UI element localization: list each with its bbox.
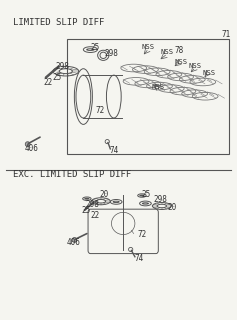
Text: 20: 20 xyxy=(100,190,109,199)
Text: 25: 25 xyxy=(90,43,100,52)
Text: 74: 74 xyxy=(109,146,118,155)
Text: 71: 71 xyxy=(222,30,231,39)
Text: 406: 406 xyxy=(67,238,81,247)
Text: NSS: NSS xyxy=(203,70,216,76)
Text: LIMITED SLIP DIFF: LIMITED SLIP DIFF xyxy=(13,18,105,27)
Text: 298: 298 xyxy=(55,62,69,71)
Text: 298: 298 xyxy=(105,49,118,58)
Text: 78: 78 xyxy=(175,46,184,55)
Text: NSS: NSS xyxy=(142,44,155,50)
Ellipse shape xyxy=(25,142,30,147)
Text: NSS: NSS xyxy=(161,49,174,55)
Text: 298: 298 xyxy=(86,200,100,209)
Text: 20: 20 xyxy=(168,203,177,212)
Text: 72: 72 xyxy=(137,230,146,239)
Ellipse shape xyxy=(74,69,92,124)
Text: 22: 22 xyxy=(44,78,53,87)
Text: 25: 25 xyxy=(142,190,151,199)
Text: NSS: NSS xyxy=(189,63,202,69)
Text: 22: 22 xyxy=(90,211,100,220)
Text: EXC. LIMITED SLIP DIFF: EXC. LIMITED SLIP DIFF xyxy=(13,170,131,179)
Text: 72: 72 xyxy=(95,106,104,115)
Ellipse shape xyxy=(72,237,77,242)
Text: 74: 74 xyxy=(135,254,144,263)
Text: 406: 406 xyxy=(25,144,39,153)
Text: 25: 25 xyxy=(81,206,90,215)
Text: NSS: NSS xyxy=(175,59,188,65)
Text: 298: 298 xyxy=(154,195,168,204)
Text: NSS: NSS xyxy=(151,84,164,90)
Text: 25: 25 xyxy=(53,73,62,82)
